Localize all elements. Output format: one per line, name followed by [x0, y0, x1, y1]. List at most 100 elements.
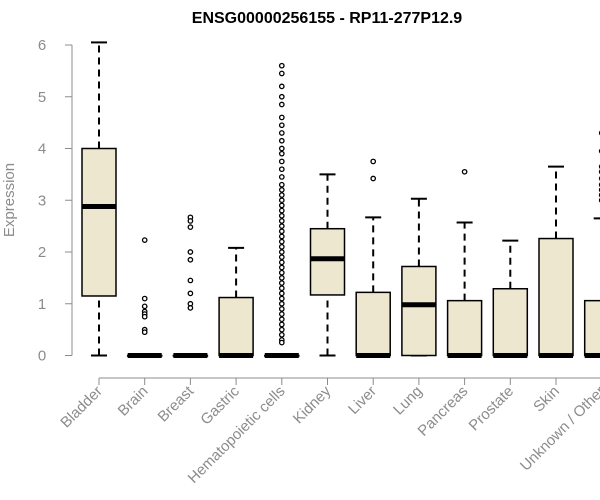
- outlier-point: [187, 224, 194, 231]
- outlier-point: [278, 326, 285, 333]
- y-axis-label: Expression: [1, 163, 18, 237]
- outlier-point: [278, 212, 285, 219]
- x-tick-label: Liver: [345, 383, 380, 418]
- y-tick-label: 0: [38, 348, 46, 365]
- box: [309, 227, 346, 296]
- box-group: [355, 158, 391, 358]
- outlier-point: [187, 290, 194, 297]
- outlier-point: [187, 249, 194, 255]
- outlier-point: [278, 158, 285, 165]
- outlier-point: [278, 150, 285, 157]
- y-axis: 0 1 2 3 4 5 6: [38, 37, 73, 365]
- outlier-point: [141, 313, 148, 320]
- outlier-point: [278, 114, 285, 121]
- outlier-point: [278, 137, 285, 144]
- outlier-point: [461, 168, 468, 175]
- x-tick-label: Pancreas: [415, 383, 472, 440]
- box-group: [583, 130, 600, 358]
- box: [538, 237, 574, 357]
- outlier-point: [278, 166, 285, 173]
- box-group: [492, 239, 529, 358]
- outlier-point: [278, 321, 285, 328]
- outlier-point: [278, 197, 285, 204]
- chart-title: ENSG00000256155 - RP11-277P12.9: [192, 10, 463, 27]
- outlier-point: [370, 175, 377, 182]
- outlier-point: [278, 243, 285, 250]
- outlier-point: [278, 70, 285, 77]
- y-tick-label: 2: [38, 244, 46, 261]
- outlier-point: [370, 158, 377, 165]
- outlier-point: [278, 300, 285, 307]
- outlier-point: [278, 295, 285, 302]
- outlier-point: [278, 254, 285, 261]
- outlier-point: [278, 187, 285, 193]
- box-series: [81, 41, 600, 358]
- box: [446, 299, 483, 357]
- outlier-point: [278, 202, 285, 209]
- x-tick-label: Brain: [115, 383, 152, 420]
- x-tick-label: Bladder: [57, 383, 106, 432]
- box: [492, 287, 529, 357]
- outlier-point: [278, 218, 285, 224]
- y-tick-label: 6: [38, 37, 46, 54]
- outlier-point: [278, 93, 285, 100]
- box: [583, 299, 600, 357]
- outlier-point: [141, 295, 148, 302]
- box: [218, 296, 254, 357]
- outlier-point: [278, 223, 285, 229]
- outlier-point: [278, 62, 285, 69]
- y-tick-label: 4: [38, 141, 46, 158]
- outlier-point: [278, 316, 285, 323]
- outlier-point: [187, 218, 194, 224]
- outlier-point: [278, 249, 285, 255]
- box-group: [81, 41, 117, 357]
- outlier-point: [141, 329, 148, 336]
- outlier-point: [278, 233, 285, 240]
- outlier-point: [278, 285, 285, 292]
- x-tick-label: Gastric: [197, 382, 243, 428]
- box-group: [309, 173, 346, 357]
- box-group: [401, 197, 437, 357]
- box-group: [446, 168, 483, 358]
- box-group: [126, 237, 163, 358]
- outlier-point: [187, 256, 194, 263]
- box-group: [264, 62, 300, 358]
- x-tick-label: Kidney: [290, 382, 335, 427]
- outlier-point: [141, 237, 148, 243]
- outlier-point: [278, 275, 285, 281]
- box-group: [172, 214, 209, 358]
- outlier-point: [187, 305, 194, 311]
- outlier-point: [187, 277, 194, 284]
- box: [401, 265, 437, 357]
- outlier-point: [278, 290, 285, 297]
- x-tick-label: Breast: [155, 382, 198, 425]
- outlier-point: [278, 228, 285, 235]
- outlier-point: [278, 269, 285, 276]
- x-tick-label: Skin: [530, 383, 563, 416]
- outlier-point: [278, 174, 285, 180]
- outlier-point: [278, 339, 285, 346]
- outlier-point: [278, 181, 285, 188]
- outlier-point: [278, 280, 285, 286]
- outlier-point: [278, 130, 285, 136]
- outlier-point: [278, 101, 285, 108]
- box: [355, 291, 391, 357]
- x-tick-label: Lung: [390, 383, 426, 419]
- x-tick-label: Prostate: [466, 383, 518, 435]
- outlier-point: [278, 259, 285, 266]
- box-group: [218, 246, 254, 358]
- outlier-point: [278, 83, 285, 90]
- y-tick-label: 1: [38, 296, 46, 313]
- outlier-point: [141, 303, 148, 310]
- y-tick-label: 3: [38, 192, 46, 209]
- outlier-point: [278, 122, 285, 129]
- box: [81, 147, 117, 297]
- outlier-point: [278, 192, 285, 198]
- box-group: [538, 165, 574, 358]
- outlier-point: [278, 306, 285, 312]
- outlier-point: [278, 311, 285, 317]
- outlier-point: [278, 207, 285, 214]
- outlier-point: [278, 238, 285, 245]
